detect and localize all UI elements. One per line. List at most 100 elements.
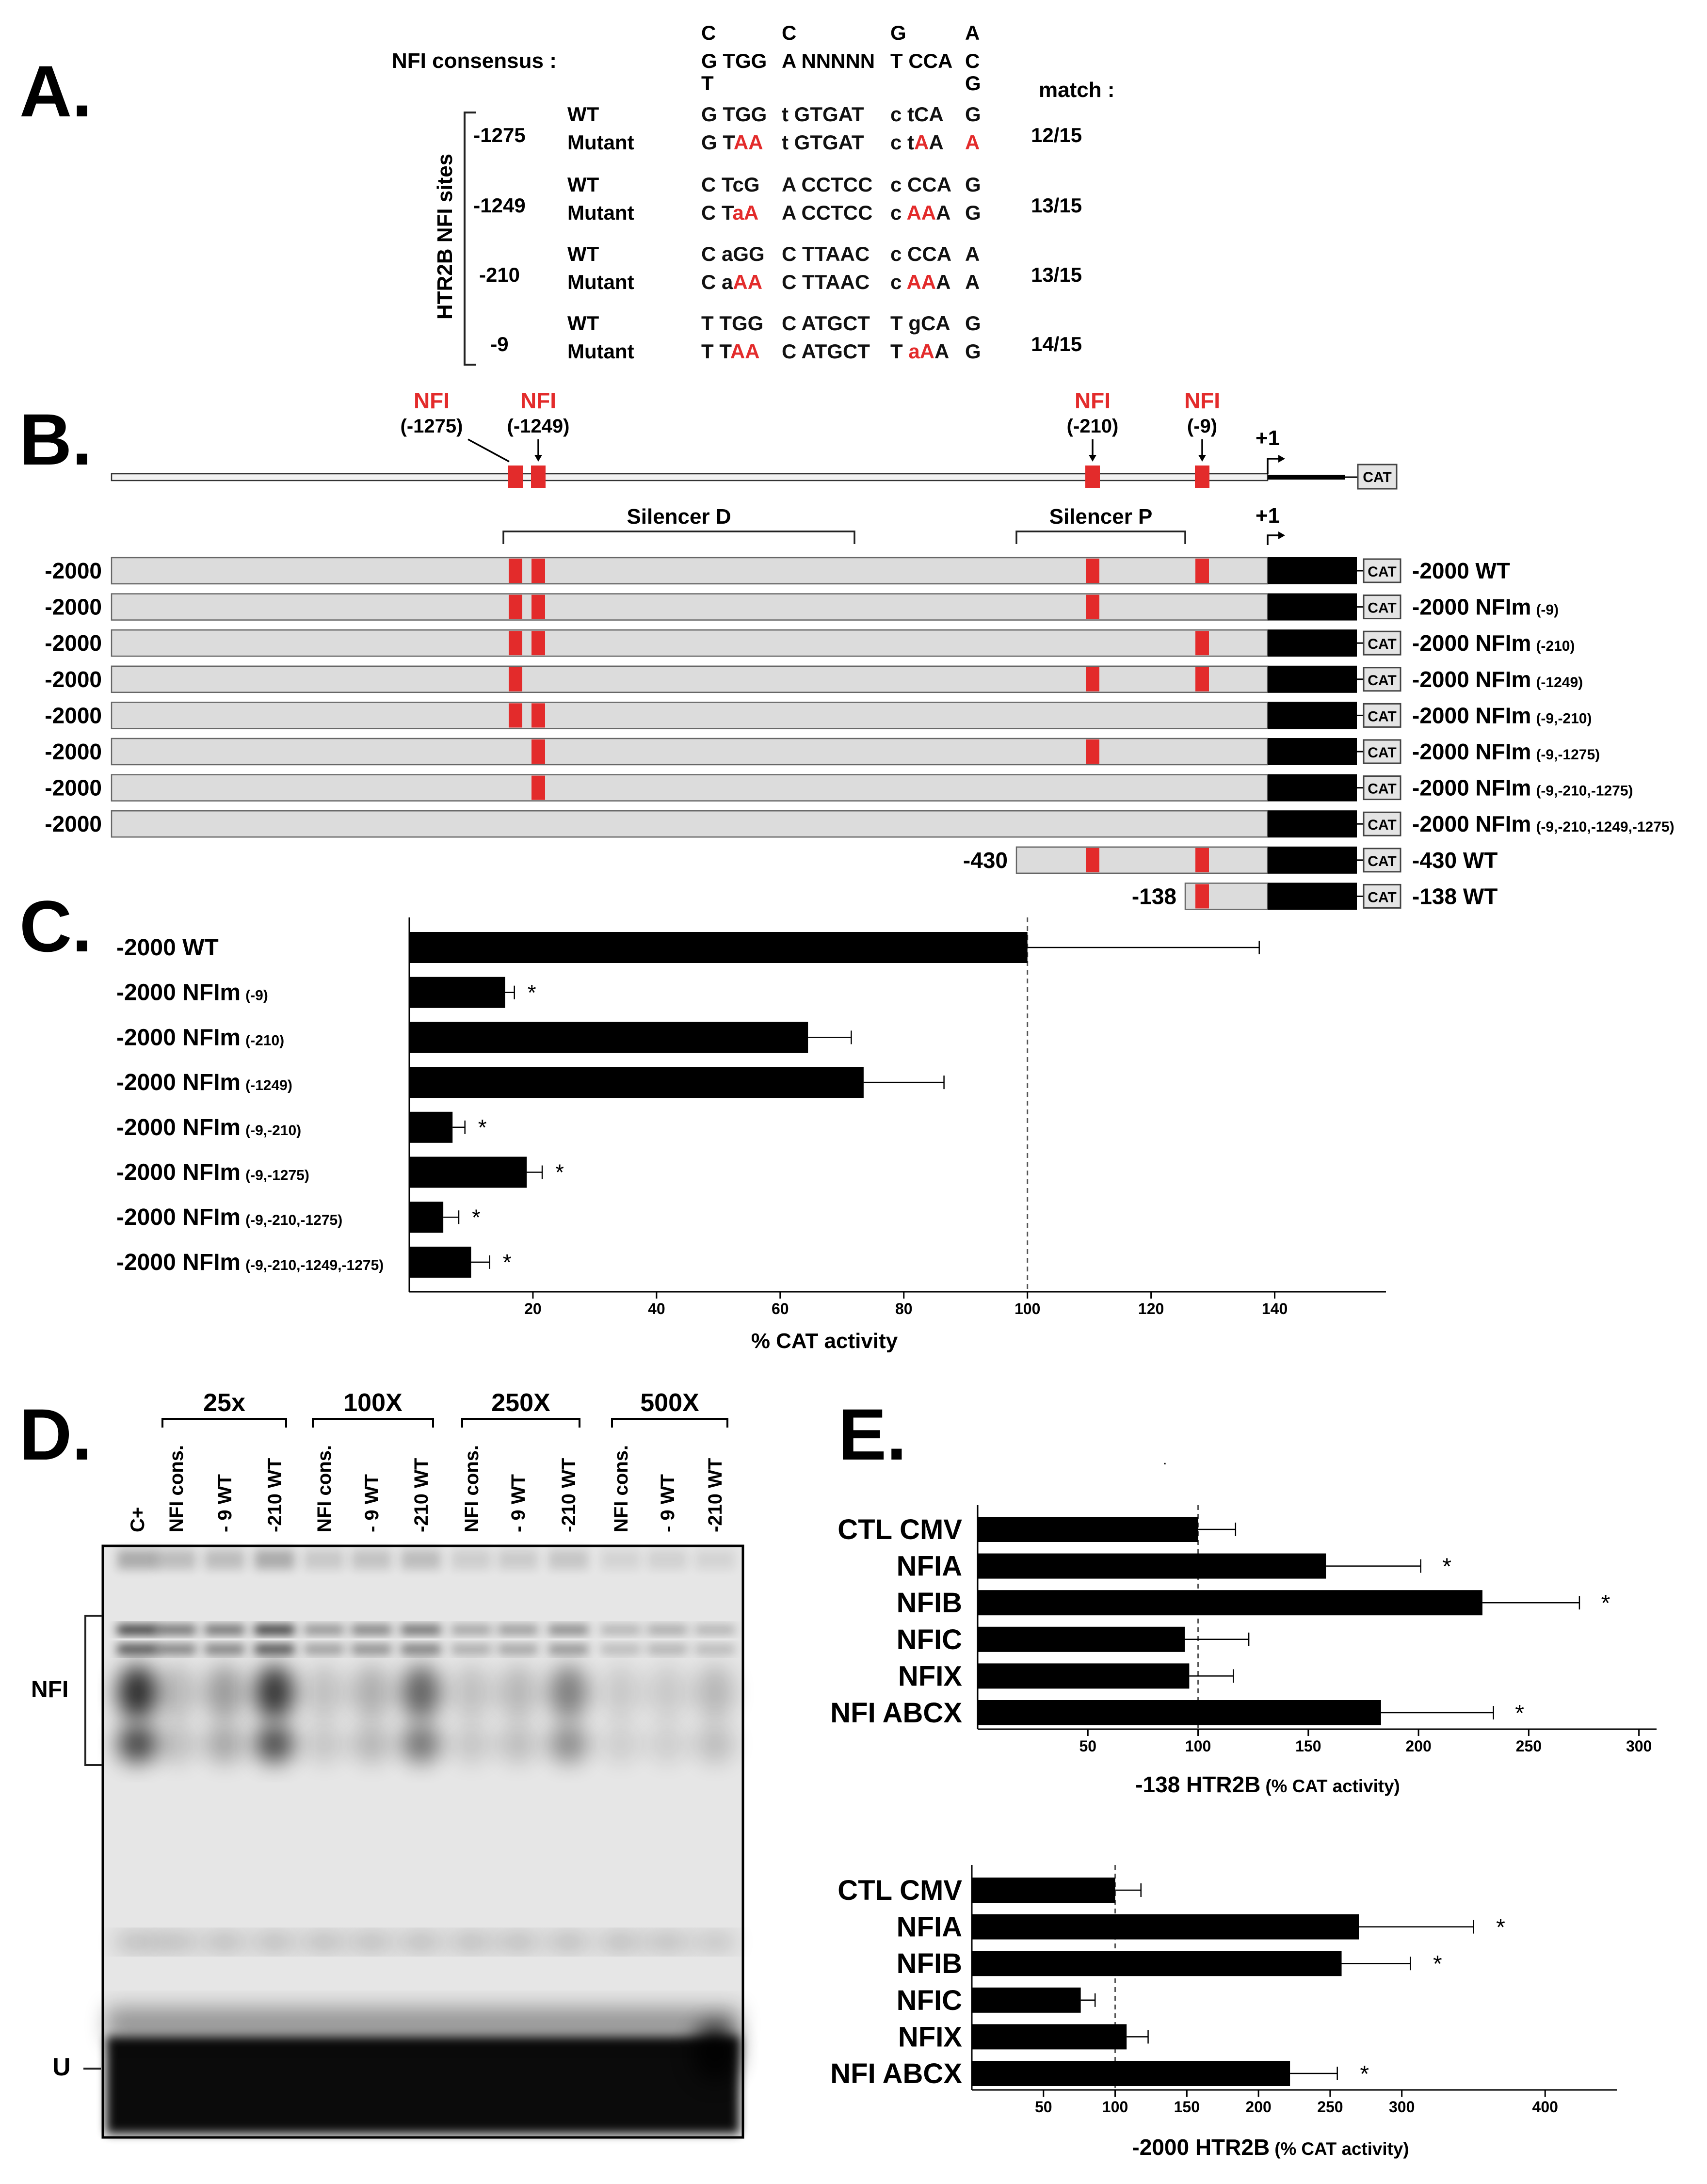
bases: c xyxy=(890,201,906,224)
construct-nfi-site xyxy=(531,559,545,583)
construct-promoter xyxy=(111,774,1269,802)
construct-name: -2000 NFIm (-9,-210,-1249,-1275) xyxy=(1412,811,1675,836)
category-label-main: -2000 NFIm xyxy=(116,1204,241,1230)
silencer-p-bracket xyxy=(1015,530,1186,544)
nfi-site-name: NFI xyxy=(1075,388,1111,413)
gel-well xyxy=(205,1550,244,1569)
cat-label: CAT xyxy=(1363,469,1391,485)
silencer-p-label: Silencer P xyxy=(1049,505,1153,529)
mutated-bases: A xyxy=(914,131,929,154)
reporter-constructs: CAT -2000 -2000 WT CAT -2000 -2000 NFIm (-9) CA… xyxy=(45,557,1675,910)
x-axis-label: % CAT activity xyxy=(751,1329,898,1353)
bar xyxy=(978,1626,1185,1652)
bases: c xyxy=(890,271,906,293)
nfi-band-lower xyxy=(451,1645,491,1654)
match-header: match : xyxy=(1039,78,1114,102)
nfi-site-position: (-1275) xyxy=(401,416,463,437)
bar xyxy=(972,1987,1081,2013)
chart-2000-htr2b: 50 100 150 200 250 300 400 -2000 HTR2B (% CAT ac… xyxy=(830,1865,1617,2160)
construct-name-sub: (-9,-210) xyxy=(1536,710,1592,726)
wt-sequence-segment: C TTAAC xyxy=(782,242,870,265)
construct-name: -2000 NFIm (-9,-210) xyxy=(1412,703,1592,728)
construct-transcribed xyxy=(1268,629,1357,657)
construct-promoter xyxy=(111,665,1269,693)
category-label-main: -2000 NFIm xyxy=(116,1160,241,1186)
lane-label: - 9 WT xyxy=(508,1474,529,1532)
nfi-complex-smear-lower xyxy=(498,1724,538,1763)
gel-faint-band xyxy=(156,1935,196,1949)
construct-name: -2000 NFIm (-9) xyxy=(1412,594,1559,620)
nfi-band-upper xyxy=(601,1625,641,1634)
free-probe-band xyxy=(107,2037,739,2134)
tss-arrowhead xyxy=(1278,455,1285,463)
category-label: -2000 NFIm (-9,-1275) xyxy=(116,1160,309,1186)
silencer-d-bracket xyxy=(502,530,855,544)
nfi-complex-smear xyxy=(156,1665,196,1719)
construct-name: -430 WT xyxy=(1412,848,1498,873)
construct-cat-box xyxy=(1363,775,1401,801)
gel-faint-band xyxy=(205,1935,244,1949)
mutant-label: Mutant xyxy=(567,131,634,154)
significance-mark: * xyxy=(528,980,536,1005)
bar xyxy=(409,1067,864,1098)
nfi-complex-smear-lower xyxy=(401,1724,441,1763)
construct-cat-label: CAT xyxy=(1368,636,1396,652)
site-pointer-head xyxy=(1089,455,1096,462)
construct-start: -2000 xyxy=(45,630,102,656)
nfi-site-box xyxy=(531,466,546,488)
site-position: -1275 xyxy=(473,124,525,146)
construct-start: -2000 xyxy=(45,594,102,620)
mut-sequence-segment: T aAA xyxy=(890,340,949,363)
gel-well xyxy=(695,1550,735,1569)
mutated-bases: AA xyxy=(734,131,763,154)
lane-label: - 9 WT xyxy=(361,1474,383,1532)
bar xyxy=(972,2061,1290,2086)
bar xyxy=(409,1202,444,1233)
bases: T T xyxy=(701,340,732,363)
nfi-complex-label: NFI xyxy=(31,1677,68,1702)
nfi-site-position: (-1249) xyxy=(507,416,570,437)
mut-sequence-segment: A xyxy=(965,131,980,154)
significance-mark: * xyxy=(503,1250,512,1275)
consensus-main-2: T CCA xyxy=(890,49,952,72)
nfi-complex-smear-lower xyxy=(117,1724,157,1763)
mut-sequence-segment: C aAA xyxy=(701,271,762,293)
nfi-band-upper xyxy=(451,1625,491,1634)
mutant-label: Mutant xyxy=(567,271,634,293)
nfi-band-lower xyxy=(352,1645,391,1654)
panel-c: C. 20 40 60 80 100 120 140 % CAT activity -2000 … xyxy=(19,885,1386,1353)
lane-label: -210 WT xyxy=(411,1458,432,1532)
gel-well xyxy=(401,1550,441,1569)
construct-nfi-site xyxy=(531,594,545,619)
panel-e: E. . 50 100 150 200 250 300-138 HTR2B (% CAT a… xyxy=(830,1394,1657,2160)
bases: A xyxy=(936,271,950,293)
mut-sequence-segment: A xyxy=(965,271,980,293)
x-tick-label: 200 xyxy=(1405,1737,1431,1755)
x-tick-label: 300 xyxy=(1389,2098,1415,2116)
mut-sequence-segment: G xyxy=(965,201,981,224)
construct-transcribed xyxy=(1268,846,1357,874)
construct-cat-label: CAT xyxy=(1368,673,1396,689)
consensus-top-3: A xyxy=(965,21,980,44)
construct-name-main: -430 WT xyxy=(1412,848,1498,873)
category-label-main: -2000 WT xyxy=(116,935,219,961)
category-label: CTL CMV xyxy=(837,1514,962,1545)
sites-bracket xyxy=(464,112,476,366)
free-probe-halo xyxy=(107,2007,739,2041)
mut-sequence-segment: c AAA xyxy=(890,201,950,224)
nfi-site-position: (-9) xyxy=(1187,416,1217,437)
wt-sequence-segment: C ATGCT xyxy=(782,312,870,335)
nfi-band-lower xyxy=(498,1645,538,1654)
nfi-complex-smear-lower xyxy=(255,1724,294,1763)
category-label: NFIX xyxy=(898,2021,962,2053)
construct-name-main: -2000 NFIm xyxy=(1412,630,1531,656)
bases: c t xyxy=(890,131,914,154)
nfi-site-box xyxy=(1195,466,1209,488)
nfi-complex-smear-lower xyxy=(304,1724,344,1763)
wt-sequence-segment: C TcG xyxy=(701,173,760,196)
nfi-complex-smear xyxy=(498,1665,538,1719)
gel-faint-band xyxy=(255,1935,294,1949)
gel-faint-band xyxy=(695,1935,735,1949)
construct-name: -2000 WT xyxy=(1412,558,1510,583)
mutant-label: Mutant xyxy=(567,340,634,363)
